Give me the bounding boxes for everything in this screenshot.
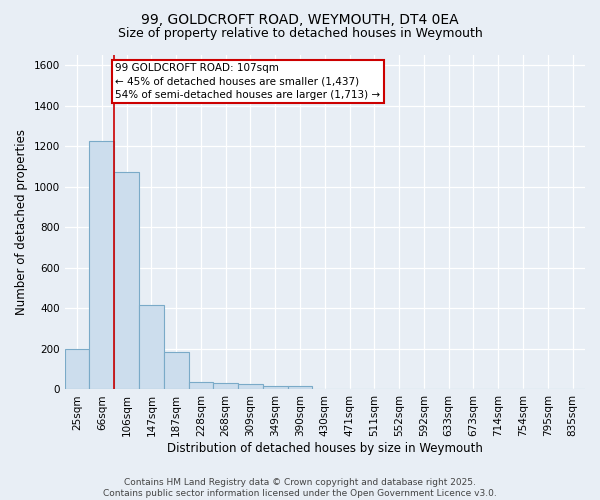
Bar [65, 349, 89, 390]
X-axis label: Distribution of detached houses by size in Weymouth: Distribution of detached houses by size … [167, 442, 483, 455]
Bar [139, 306, 164, 390]
Bar [238, 384, 263, 390]
Bar [164, 352, 188, 390]
Text: 99, GOLDCROFT ROAD, WEYMOUTH, DT4 0EA: 99, GOLDCROFT ROAD, WEYMOUTH, DT4 0EA [141, 12, 459, 26]
Y-axis label: Number of detached properties: Number of detached properties [15, 129, 28, 315]
Text: Contains HM Land Registry data © Crown copyright and database right 2025.
Contai: Contains HM Land Registry data © Crown c… [103, 478, 497, 498]
Bar [287, 386, 313, 390]
Text: 99 GOLDCROFT ROAD: 107sqm
← 45% of detached houses are smaller (1,437)
54% of se: 99 GOLDCROFT ROAD: 107sqm ← 45% of detac… [115, 63, 380, 100]
Bar [114, 172, 139, 390]
Bar [214, 384, 238, 390]
Text: Size of property relative to detached houses in Weymouth: Size of property relative to detached ho… [118, 28, 482, 40]
Bar [263, 386, 287, 390]
Bar [89, 141, 114, 390]
Bar [188, 382, 214, 390]
